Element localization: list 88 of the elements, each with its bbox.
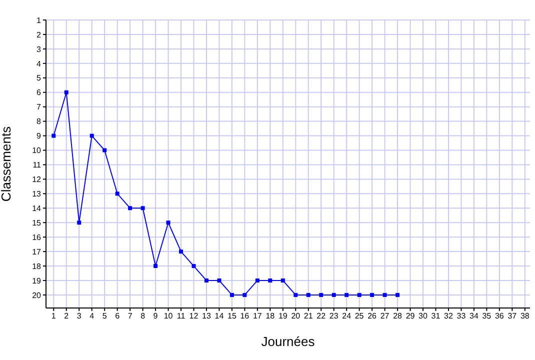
point — [230, 292, 234, 297]
x-tick-label: 31 — [431, 312, 441, 321]
x-tick-label: 34 — [470, 312, 479, 321]
point — [268, 278, 272, 283]
y-tick-label: 14 — [32, 204, 42, 213]
x-tick-label: 25 — [354, 312, 364, 321]
point — [90, 134, 94, 138]
x-tick-label: 1 — [51, 312, 56, 321]
y-tick-label: 13 — [32, 190, 42, 199]
point — [217, 278, 222, 283]
x-tick-label: 18 — [266, 312, 276, 321]
x-tick-label: 33 — [456, 312, 466, 321]
x-tick-label: 38 — [520, 312, 530, 321]
point — [319, 292, 324, 297]
y-tick-label: 16 — [32, 232, 42, 242]
point — [102, 148, 107, 152]
y-tick-label: 1 — [36, 16, 42, 25]
x-tick-label: 10 — [164, 312, 174, 321]
y-tick-label: 9 — [36, 132, 42, 141]
y-tick-label: 7 — [36, 102, 42, 112]
x-tick-label: 4 — [90, 312, 95, 321]
y-tick-label: 19 — [32, 276, 42, 286]
x-tick-label: 17 — [252, 312, 262, 321]
x-tick-label: 2 — [64, 312, 70, 321]
x-tick-label: 7 — [128, 312, 133, 321]
point — [64, 90, 68, 94]
y-tick-label: 3 — [36, 44, 42, 54]
point — [179, 250, 184, 254]
x-tick-label: 36 — [494, 312, 504, 321]
point — [306, 292, 310, 297]
x-tick-label: 3 — [76, 312, 82, 321]
y-tick-label: 4 — [36, 59, 42, 68]
point — [370, 292, 374, 297]
x-tick-label: 19 — [278, 312, 288, 321]
point — [154, 264, 158, 268]
y-tick-label: 17 — [32, 247, 42, 256]
point — [357, 292, 362, 297]
point — [332, 292, 336, 297]
point — [255, 278, 260, 283]
x-tick-label: 8 — [140, 312, 146, 321]
x-tick-label: 12 — [189, 312, 199, 321]
point — [140, 206, 145, 210]
point — [294, 292, 298, 297]
y-tick-label: 20 — [32, 290, 42, 300]
y-tick-label: 5 — [36, 74, 42, 83]
y-tick-label: 11 — [32, 160, 42, 170]
x-tick-label: 22 — [316, 312, 326, 321]
x-tick-label: 11 — [176, 312, 186, 321]
x-tick-label: 32 — [444, 312, 454, 321]
y-tick-label: 6 — [36, 88, 42, 98]
x-axis-title: Journées — [261, 334, 316, 349]
x-tick-label: 15 — [228, 312, 237, 321]
x-tick-label: 21 — [304, 312, 314, 321]
y-tick-label: 15 — [32, 218, 42, 228]
y-tick-label: 10 — [32, 146, 42, 156]
x-tick-label: 35 — [482, 312, 492, 321]
x-tick-label: 26 — [368, 312, 378, 321]
x-tick-label: 37 — [508, 312, 518, 321]
x-tick-label: 20 — [291, 312, 301, 321]
point — [52, 134, 56, 138]
x-tick-label: 13 — [202, 312, 212, 321]
x-tick-label: 9 — [153, 312, 158, 321]
x-tick-label: 6 — [115, 312, 120, 321]
x-tick-label: 27 — [380, 312, 390, 321]
x-tick-label: 28 — [393, 312, 403, 321]
point — [396, 292, 400, 297]
point — [280, 278, 285, 283]
point — [115, 192, 120, 196]
x-tick-label: 24 — [342, 312, 352, 321]
point — [166, 220, 170, 225]
x-tick-label: 16 — [240, 312, 250, 321]
y-tick-label: 18 — [32, 262, 42, 271]
point — [382, 292, 387, 297]
x-tick-label: 5 — [102, 312, 108, 321]
x-tick-label: 14 — [214, 312, 224, 321]
x-tick-label: 23 — [329, 312, 339, 321]
point — [128, 206, 132, 210]
point — [77, 220, 82, 225]
point — [204, 278, 208, 283]
y-tick-label: 2 — [36, 30, 42, 40]
point — [192, 264, 196, 268]
point — [242, 292, 247, 297]
y-axis-title: Classements — [0, 126, 14, 202]
x-tick-label: 30 — [418, 312, 428, 321]
y-tick-label: 8 — [36, 117, 42, 126]
y-tick-label: 12 — [32, 175, 42, 184]
x-tick-label: 29 — [406, 312, 416, 321]
point — [344, 292, 349, 297]
